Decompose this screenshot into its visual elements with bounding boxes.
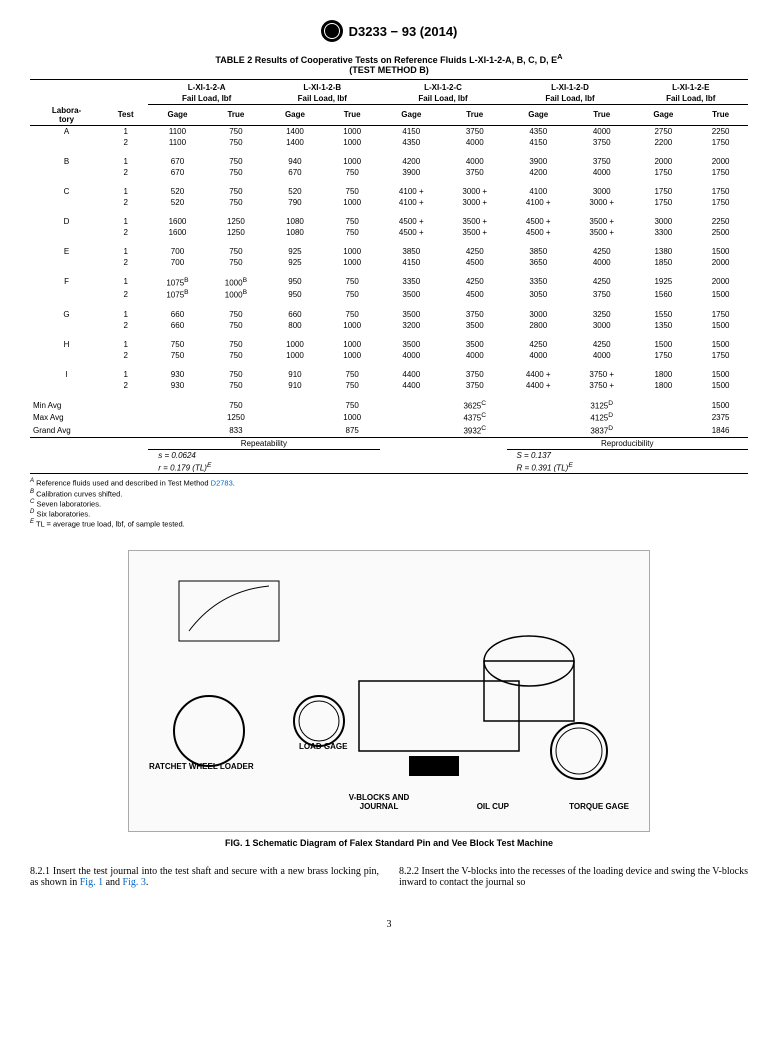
- page-number: 3: [30, 919, 748, 930]
- body-text: 8.2.1 Insert the test journal into the t…: [30, 866, 748, 899]
- table-footnotes: A Reference fluids used and described in…: [30, 478, 748, 529]
- astm-logo-icon: [321, 20, 343, 42]
- figure-diagram: RATCHET WHEEL LOADER LOAD GAGE V-BLOCKS …: [128, 550, 650, 832]
- machine-diagram-icon: [129, 551, 649, 831]
- figure-1: RATCHET WHEEL LOADER LOAD GAGE V-BLOCKS …: [30, 550, 748, 848]
- figure-caption: FIG. 1 Schematic Diagram of Falex Standa…: [30, 838, 748, 848]
- page-header: D3233 − 93 (2014): [30, 20, 748, 42]
- results-table: L-XI-1-2-AL-XI-1-2-BL-XI-1-2-CL-XI-1-2-D…: [30, 79, 748, 474]
- table-title: TABLE 2 Results of Cooperative Tests on …: [30, 52, 748, 75]
- doc-number: D3233 − 93 (2014): [349, 24, 458, 39]
